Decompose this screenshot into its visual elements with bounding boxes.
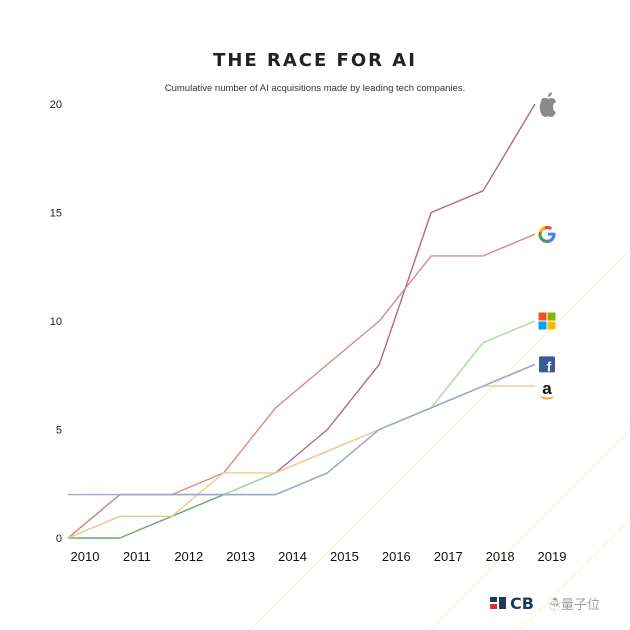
series-line-microsoft <box>67 320 536 539</box>
x-tick-label: 2018 <box>486 549 515 564</box>
y-tick-label: 0 <box>56 533 62 545</box>
x-tick-label: 2014 <box>278 549 307 564</box>
cb-mark-icon <box>490 595 506 611</box>
x-tick-label: 2011 <box>123 549 151 564</box>
series-line-baseline <box>68 363 536 496</box>
diagonal-line <box>519 519 630 630</box>
svg-text:f: f <box>547 358 552 374</box>
series-line-apple <box>67 103 536 539</box>
y-axis-ticks: 0 5 10 15 20 <box>50 99 62 545</box>
watermark-text: ☃量子位 <box>548 597 601 612</box>
x-tick-label: 2010 <box>71 549 100 564</box>
microsoft-logo-icon <box>538 312 556 330</box>
diagonal-line <box>249 249 630 630</box>
google-logo-icon <box>538 226 556 244</box>
x-tick-label: 2017 <box>434 549 463 564</box>
series-logos: fa <box>538 92 556 400</box>
x-tick-label: 2019 <box>538 549 567 564</box>
cb-insights-logo: CB <box>490 592 534 614</box>
decorative-diagonals <box>249 249 630 630</box>
x-tick-label: 2015 <box>330 549 359 564</box>
x-tick-label: 2012 <box>174 549 203 564</box>
y-tick-label: 15 <box>50 208 62 220</box>
cb-brand-text: CB <box>510 593 534 613</box>
y-tick-label: 20 <box>50 99 62 111</box>
x-axis-ticks: 2010 2011 2012 2013 2014 2015 2016 2017 2018 2019 <box>71 549 567 564</box>
y-tick-label: 5 <box>56 425 62 437</box>
amazon-logo-icon: a <box>540 379 554 400</box>
series-line-google <box>67 233 536 539</box>
chart-subtitle: Cumulative number of AI acquisitions mad… <box>164 83 466 94</box>
series-line-amazon <box>67 385 535 539</box>
facebook-logo-icon: f <box>539 356 555 374</box>
svg-text:a: a <box>542 379 552 398</box>
apple-logo-icon <box>539 92 556 117</box>
y-tick-label: 10 <box>50 316 62 328</box>
series-lines <box>67 103 536 539</box>
chart-title: THE RACE FOR AI <box>213 50 417 71</box>
diagonal-line <box>429 429 630 630</box>
x-tick-label: 2016 <box>382 549 411 564</box>
x-tick-label: 2013 <box>226 549 255 564</box>
